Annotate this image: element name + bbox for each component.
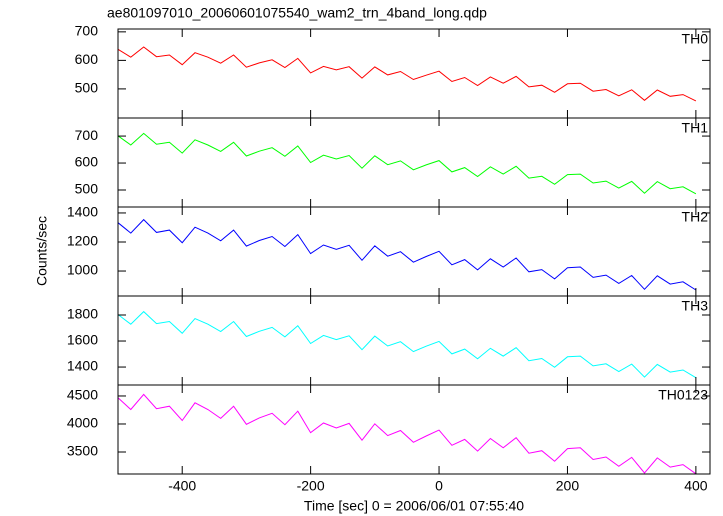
y-tick-label: 500 <box>75 80 99 96</box>
y-tick-label: 1200 <box>67 233 98 249</box>
light-curve <box>117 310 697 379</box>
x-tick-label: 400 <box>684 478 708 494</box>
y-tick-label: 1000 <box>67 262 98 278</box>
y-tick-label: 1400 <box>67 204 98 220</box>
y-tick-label: 600 <box>75 154 99 170</box>
panel-frame <box>117 28 711 119</box>
panel-frame <box>117 295 711 386</box>
panel-label: TH0 <box>682 31 709 47</box>
y-tick-label: 1800 <box>67 306 98 322</box>
y-tick-label: 700 <box>75 127 99 143</box>
panel-label: TH0123 <box>658 387 708 403</box>
y-tick-label: 600 <box>75 51 99 67</box>
panel-frame <box>117 384 711 475</box>
light-curve <box>117 132 697 195</box>
panel-frame <box>117 117 711 208</box>
x-tick-label: 0 <box>435 478 443 494</box>
y-tick-label: 500 <box>75 181 99 197</box>
y-axis-label: Counts/sec <box>34 216 50 286</box>
x-tick-label: -400 <box>168 478 196 494</box>
light-curve <box>117 218 697 291</box>
panel-label: TH1 <box>682 120 709 136</box>
panel-label: TH2 <box>682 209 709 225</box>
chart-title: ae801097010_20060601075540_wam2_trn_4ban… <box>107 5 487 21</box>
x-tick-label: 200 <box>556 478 580 494</box>
panel-label: TH3 <box>682 298 709 314</box>
light-curve <box>117 393 697 475</box>
y-tick-label: 4500 <box>67 387 98 403</box>
panel-frame <box>117 206 711 297</box>
y-tick-label: 3500 <box>67 443 98 459</box>
x-axis-label: Time [sec] 0 = 2006/06/01 07:55:40 <box>304 498 524 514</box>
x-tick-label: -200 <box>297 478 325 494</box>
y-tick-label: 1600 <box>67 332 98 348</box>
y-tick-label: 4000 <box>67 415 98 431</box>
light-curve <box>117 46 697 102</box>
y-tick-label: 700 <box>75 23 99 39</box>
y-tick-label: 1400 <box>67 358 98 374</box>
